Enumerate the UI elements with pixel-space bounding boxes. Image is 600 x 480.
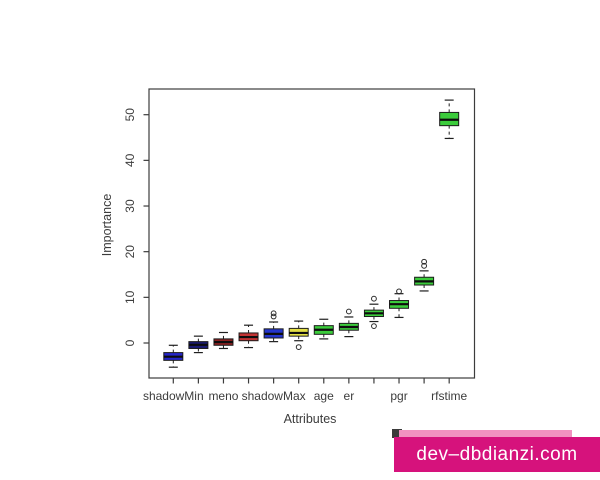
x-tick-label: er (344, 389, 355, 403)
outlier-point (345, 308, 352, 315)
y-tick-label: 0 (123, 339, 137, 346)
x-axis-title: Attributes (283, 412, 337, 426)
y-tick-label: 20 (123, 245, 137, 259)
y-tick-label: 40 (123, 153, 137, 167)
plot-frame (148, 88, 476, 379)
outlier-point (270, 310, 277, 317)
outlier-point (371, 295, 377, 302)
x-tick-label: shadowMax (242, 389, 306, 403)
y-tick-label: 50 (123, 108, 137, 122)
x-tick-label: shadowMin (143, 389, 204, 403)
y-axis-title: Importance (100, 193, 114, 257)
x-tick-label: pgr (390, 389, 407, 403)
y-tick-label: 10 (123, 290, 137, 304)
outlier-point (295, 344, 302, 351)
x-tick-label: age (314, 389, 334, 403)
outlier-point (396, 288, 402, 295)
x-tick-label: rfstime (431, 389, 467, 403)
watermark-corner-accent (392, 429, 402, 438)
x-tick-label: meno (208, 389, 238, 403)
watermark-banner: dev–dbdianzi.com (394, 437, 600, 472)
outlier-point (421, 262, 428, 269)
watermark-text: dev–dbdianzi.com (416, 443, 578, 465)
y-tick-label: 30 (123, 199, 137, 213)
outlier-point (421, 258, 428, 265)
outlier-point (371, 323, 377, 330)
outlier-point (270, 313, 277, 320)
